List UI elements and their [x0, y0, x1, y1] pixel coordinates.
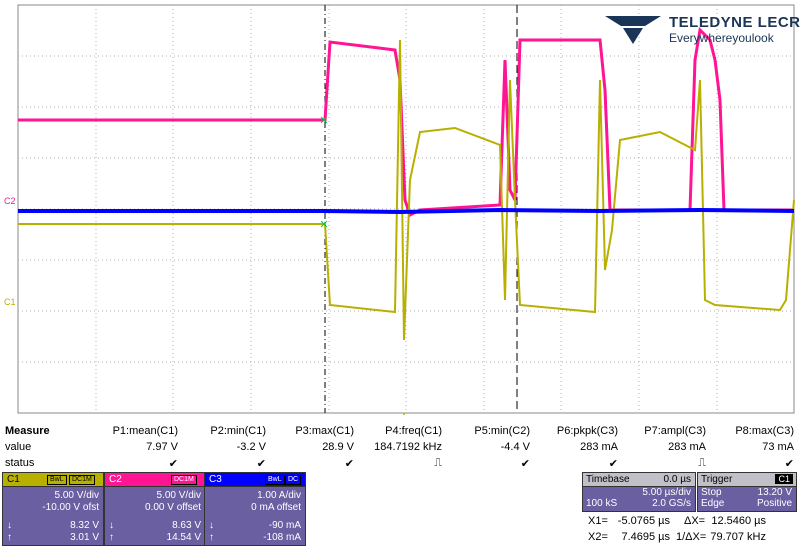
param-value: -4.4 V: [500, 441, 530, 453]
cursor-x1-label: X1=: [588, 515, 608, 527]
channel-value-high: 14.54 V: [166, 532, 201, 543]
param-name[interactable]: P1:mean(C1): [112, 425, 178, 437]
coupling-badge: DC: [285, 475, 302, 485]
status-pulse-icon: ⎍: [434, 457, 442, 469]
cursor-x2-value: 7.4695 µs: [621, 531, 670, 543]
measure-header: Measure: [5, 425, 50, 437]
status-check-icon: ✔: [784, 458, 794, 470]
channel-value-low: -90 mA: [268, 520, 301, 531]
cursor-x1-value: -5.0765 µs: [617, 515, 670, 527]
up-arrow-icon: ↑: [7, 532, 12, 543]
trace-c1: [18, 39, 795, 341]
channel-value-low: 8.63 V: [172, 520, 201, 531]
param-name[interactable]: P7:ampl(C3): [644, 425, 706, 437]
channel-scale: 5.00 V/div: [156, 490, 201, 501]
channel-value-low: 8.32 V: [70, 520, 99, 531]
teledyne-lecroy-logo: TELEDYNE LECROY Everywhereyoulook: [603, 14, 800, 48]
down-arrow-icon: ↓: [209, 520, 214, 531]
channel-name: C2: [109, 474, 122, 485]
timebase-rate: 2.0 GS/s: [652, 498, 691, 509]
channel-scale: 5.00 V/div: [54, 490, 99, 501]
value-row-label: value: [5, 441, 32, 453]
param-name[interactable]: P8:max(C3): [735, 425, 794, 437]
timebase-label: Timebase: [586, 474, 630, 485]
status-check-icon: ✔: [608, 458, 618, 470]
brand-name: TELEDYNE LECROY: [669, 14, 800, 31]
cursor-inverse-dx-value: 79.707 kHz: [710, 531, 766, 543]
c2-ground-marker[interactable]: C2: [4, 196, 16, 206]
cursor-dx-value: 12.5460 µs: [711, 515, 766, 527]
cursor-x2-label: X2=: [588, 531, 608, 543]
waveform-grid: ✕ ✕: [17, 4, 795, 420]
status-pulse-icon: ⎍: [698, 457, 706, 469]
down-arrow-icon: ↓: [109, 520, 114, 531]
cursor-inverse-dx-label: 1/ΔX=: [676, 531, 707, 543]
cursor-dx-label: ΔX=: [684, 515, 706, 527]
channel-offset: -10.00 V ofst: [42, 502, 99, 513]
scope-display[interactable]: ✕ ✕ TELEDYNE LECROY Everywhereyoulook C2…: [0, 0, 800, 420]
param-value: 283 mA: [580, 441, 618, 453]
status-check-icon: ✔: [344, 458, 354, 470]
coupling-badge: DC1M: [171, 475, 197, 485]
timebase-div: 5.00 µs/div: [642, 487, 691, 498]
timebase-panel[interactable]: Timebase 0.0 µs 5.00 µs/div 100 kS 2.0 G…: [582, 472, 696, 512]
bwl-badge: BwL: [265, 475, 285, 485]
up-arrow-icon: ↑: [209, 532, 214, 543]
timebase-samples: 100 kS: [586, 498, 618, 509]
trigger-mode: Stop: [701, 487, 722, 498]
trigger-panel[interactable]: Trigger C1 Stop 13.20 V Edge Positive: [697, 472, 797, 512]
trace-c3: [18, 207, 795, 215]
param-name[interactable]: P6:pkpk(C3): [556, 425, 618, 437]
trigger-type: Edge: [701, 498, 725, 509]
channel-offset: 0 mA offset: [251, 502, 301, 513]
trigger-channel: C1: [775, 474, 793, 484]
up-arrow-icon: ↑: [109, 532, 114, 543]
param-name[interactable]: P2:min(C1): [210, 425, 266, 437]
channel-name: C3: [209, 474, 222, 485]
channel-c3-box[interactable]: C3 BwL DC 1.00 A/div 0 mA offset ↓ -90 m…: [204, 472, 306, 546]
measure-table[interactable]: Measure P1:mean(C1) P2:min(C1) P3:max(C1…: [0, 423, 800, 471]
trigger-slope: Positive: [756, 498, 792, 509]
channel-name: C1: [7, 474, 20, 485]
brand-tagline: Everywhereyoulook: [669, 31, 774, 45]
param-name[interactable]: P3:max(C1): [295, 425, 354, 437]
trigger-level: 13.20 V: [757, 487, 792, 498]
param-value: 73 mA: [762, 441, 794, 453]
trigger-label: Trigger: [701, 474, 733, 485]
channel-c2-box[interactable]: C2 DC1M 5.00 V/div 0.00 V offset ↓ 8.63 …: [104, 472, 206, 546]
svg-text:✕: ✕: [319, 114, 328, 127]
status-check-icon: ✔: [168, 458, 178, 470]
channel-offset: 0.00 V offset: [145, 502, 201, 513]
down-arrow-icon: ↓: [7, 520, 12, 531]
status-check-icon: ✔: [256, 458, 266, 470]
param-name[interactable]: P5:min(C2): [474, 425, 530, 437]
channel-c1-box[interactable]: C1 BwL DC1M 5.00 V/div -10.00 V ofst ↓ 8…: [2, 472, 104, 546]
channel-value-high: -108 mA: [263, 532, 301, 543]
param-value: 283 mA: [668, 441, 706, 453]
channel-scale: 1.00 A/div: [257, 490, 301, 501]
svg-text:✕: ✕: [319, 218, 328, 231]
timebase-delay: 0.0 µs: [663, 474, 691, 485]
param-value: 184.7192 kHz: [374, 441, 442, 453]
coupling-badge: DC1M: [69, 475, 95, 485]
param-value: -3.2 V: [236, 441, 266, 453]
param-value: 7.97 V: [146, 441, 178, 453]
param-value: 28.9 V: [322, 441, 354, 453]
param-name[interactable]: P4:freq(C1): [385, 425, 442, 437]
status-row-label: status: [5, 457, 35, 469]
bwl-badge: BwL: [47, 475, 67, 485]
status-check-icon: ✔: [520, 458, 530, 470]
c1-ground-marker[interactable]: C1: [4, 297, 16, 307]
channel-value-high: 3.01 V: [70, 532, 99, 543]
